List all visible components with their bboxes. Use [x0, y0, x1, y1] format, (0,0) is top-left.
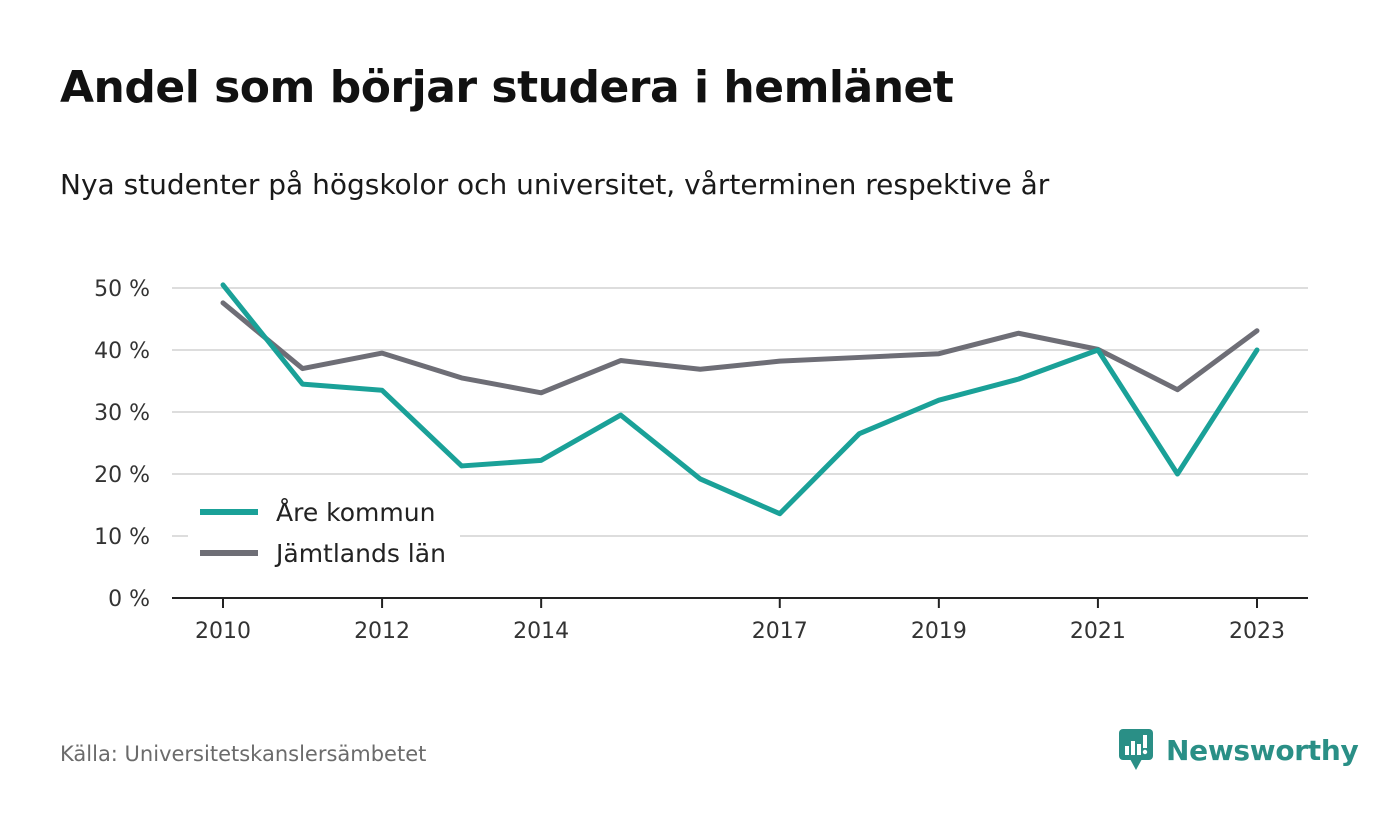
line-chart: 0 % 10 % 20 % 30 % 40 % 50 % 2010 2012 2014 2017…: [94, 277, 1308, 644]
legend: Åre kommun Jämtlands län: [188, 490, 460, 574]
x-tick-label: 2017: [752, 619, 808, 644]
y-tick-label: 10 %: [94, 525, 150, 550]
source-note: Källa: Universitetskanslersämbetet: [60, 742, 427, 766]
y-tick-label: 20 %: [94, 463, 150, 488]
x-tick-label: 2019: [911, 619, 967, 644]
x-tick-label: 2014: [513, 619, 569, 644]
legend-label: Åre kommun: [276, 498, 435, 527]
y-tick-label: 0 %: [108, 587, 150, 612]
y-tick-label: 50 %: [94, 277, 150, 302]
chart-subtitle: Nya studenter på högskolor och universit…: [60, 168, 1050, 201]
y-tick-label: 30 %: [94, 401, 150, 426]
x-tick-label: 2021: [1070, 619, 1126, 644]
newsworthy-logo-icon: [1119, 729, 1153, 770]
x-axis-ticks: 2010 2012 2014 2017 2019 2021 2023: [195, 598, 1285, 644]
series-lines: [220, 282, 1260, 517]
x-tick-label: 2010: [195, 619, 251, 644]
legend-label: Jämtlands län: [274, 539, 446, 568]
series-line-are-kommun: [220, 282, 1260, 517]
brand-logo: Newsworthy: [1118, 728, 1359, 772]
series-line-jamtlands-lan: [220, 300, 1260, 396]
x-tick-label: 2023: [1229, 619, 1285, 644]
y-tick-label: 40 %: [94, 339, 150, 364]
y-axis-ticks: 0 % 10 % 20 % 30 % 40 % 50 %: [94, 277, 150, 612]
brand-name: Newsworthy: [1166, 733, 1359, 767]
chart-title: Andel som börjar studera i hemlänet: [60, 62, 954, 113]
x-tick-label: 2012: [354, 619, 410, 644]
legend-background: [188, 490, 460, 574]
